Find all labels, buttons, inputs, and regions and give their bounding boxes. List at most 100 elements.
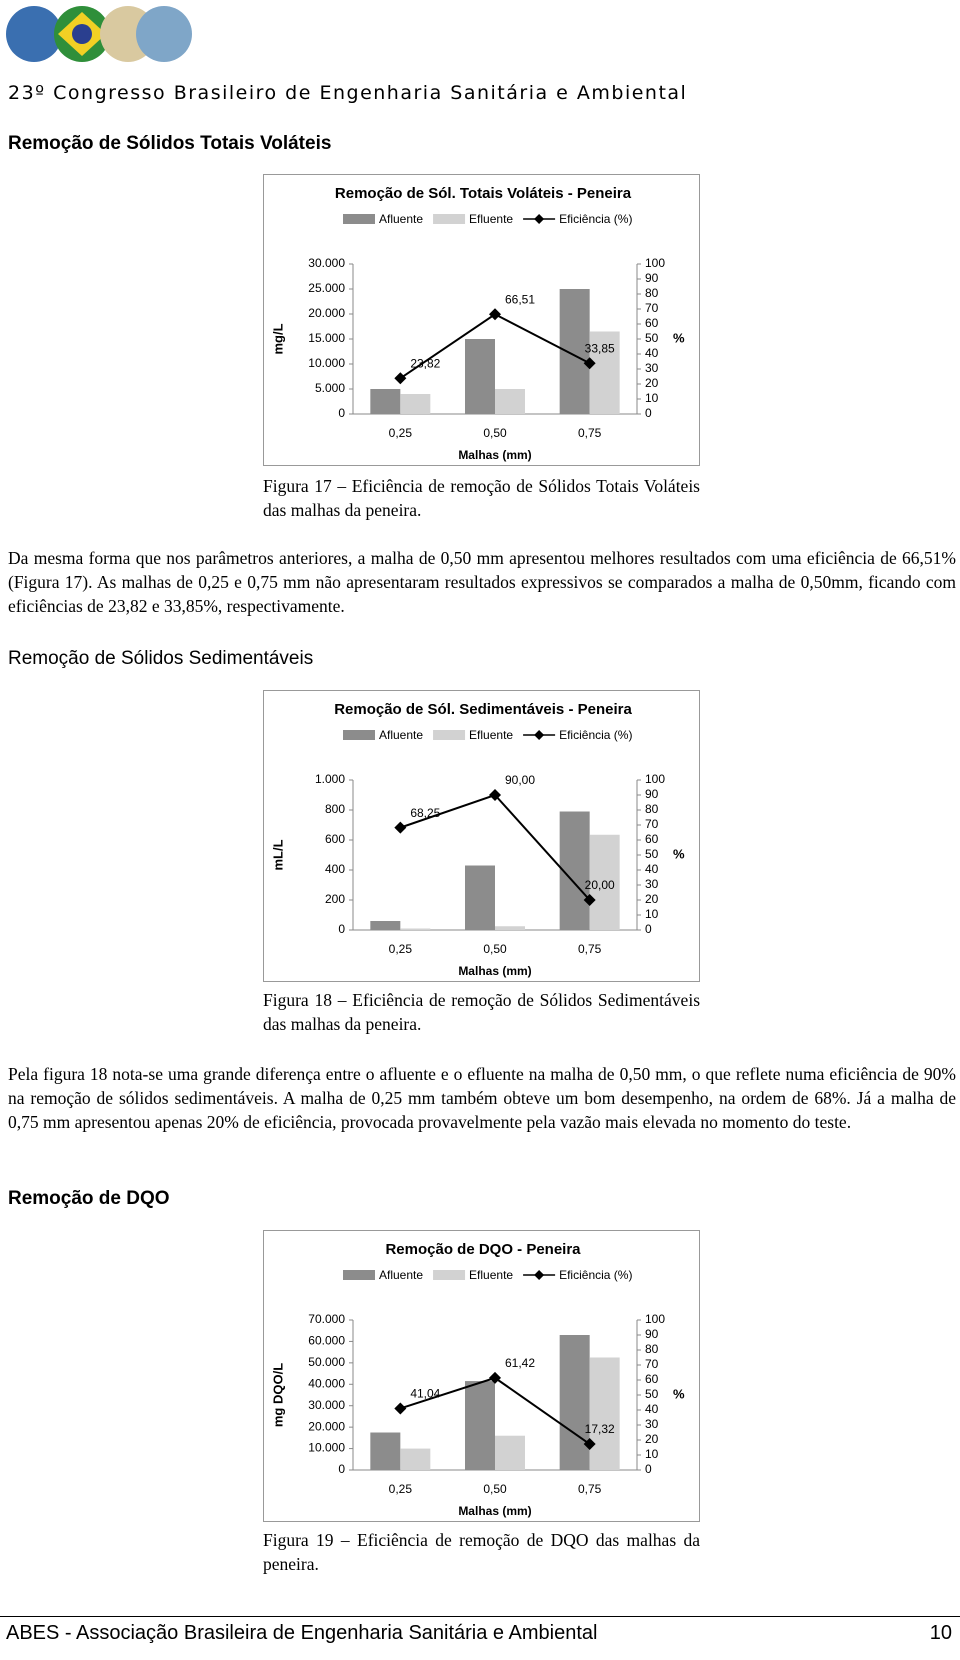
y2-tick-label: 10 bbox=[645, 391, 659, 405]
legend-swatch bbox=[534, 214, 545, 224]
y-tick-label: 0 bbox=[338, 922, 345, 936]
section-heading: Remoção de DQO bbox=[8, 1188, 170, 1209]
y-tick-label: 15.000 bbox=[308, 331, 345, 345]
y-tick-label: 200 bbox=[325, 892, 345, 906]
bar bbox=[465, 1381, 495, 1470]
x-tick-label: 0,75 bbox=[578, 942, 602, 956]
y-tick-label: 60.000 bbox=[308, 1334, 345, 1348]
y-tick-label: 30.000 bbox=[308, 256, 345, 270]
data-label: 66,51 bbox=[505, 292, 535, 306]
y-tick-label: 600 bbox=[325, 832, 345, 846]
y-axis-label: mg DQO/L bbox=[270, 1363, 285, 1427]
data-label: 20,00 bbox=[585, 878, 615, 892]
legend-label: Efluente bbox=[469, 728, 513, 742]
bar bbox=[495, 1435, 525, 1470]
efficiency-marker bbox=[394, 1402, 407, 1415]
y-tick-label: 20.000 bbox=[308, 306, 345, 320]
bar bbox=[465, 865, 495, 930]
logo bbox=[6, 6, 192, 62]
y2-tick-label: 100 bbox=[645, 256, 665, 270]
bar bbox=[370, 389, 401, 414]
y2-tick-label: 70 bbox=[645, 301, 659, 315]
y2-tick-label: 70 bbox=[645, 817, 659, 831]
x-tick-label: 0,50 bbox=[483, 426, 507, 440]
bar bbox=[559, 289, 590, 414]
y-axis-label: mg/L bbox=[270, 323, 285, 354]
x-tick-label: 0,25 bbox=[389, 426, 413, 440]
data-label: 68,25 bbox=[410, 806, 440, 820]
bar bbox=[589, 331, 620, 414]
y2-tick-label: 80 bbox=[645, 802, 659, 816]
efficiency-marker bbox=[583, 894, 596, 906]
y2-tick-label: 40 bbox=[645, 346, 659, 360]
y2-tick-label: 30 bbox=[645, 361, 659, 375]
chart-title: Remoção de DQO - Peneira bbox=[385, 1241, 581, 1258]
chart-title: Remoção de Sól. Sedimentáveis - Peneira bbox=[334, 701, 632, 718]
chart-frame bbox=[263, 690, 700, 982]
efficiency-marker bbox=[489, 789, 501, 801]
legend-label: Eficiência (%) bbox=[559, 728, 632, 742]
y2-tick-label: 10 bbox=[645, 907, 659, 921]
footer-text: ABES - Associação Brasileira de Engenhar… bbox=[6, 1622, 598, 1644]
y-tick-label: 800 bbox=[325, 802, 345, 816]
y-tick-label: 25.000 bbox=[308, 281, 345, 295]
y-tick-label: 5.000 bbox=[315, 381, 345, 395]
figure-caption: Figura 18 – Eficiência de remoção de Sól… bbox=[263, 990, 700, 1034]
y2-tick-label: 60 bbox=[645, 1372, 659, 1386]
legend-swatch bbox=[433, 1270, 466, 1280]
paragraph: Pela figura 18 nota-se uma grande difere… bbox=[8, 1064, 956, 1132]
bar bbox=[370, 1432, 401, 1470]
y-tick-label: 0 bbox=[338, 1462, 345, 1476]
y2-axis-label: % bbox=[673, 1386, 685, 1401]
y2-tick-label: 70 bbox=[645, 1357, 659, 1371]
y2-tick-label: 50 bbox=[645, 847, 659, 861]
section-heading: Remoção de Sólidos Sedimentáveis bbox=[8, 648, 314, 669]
data-label: 33,85 bbox=[585, 341, 615, 355]
efficiency-marker bbox=[583, 1438, 596, 1451]
y-tick-label: 40.000 bbox=[308, 1376, 345, 1390]
x-axis-label: Malhas (mm) bbox=[458, 448, 531, 462]
logo-globe bbox=[6, 6, 62, 62]
y2-tick-label: 80 bbox=[645, 286, 659, 300]
y2-tick-label: 20 bbox=[645, 892, 659, 906]
legend-swatch bbox=[343, 1270, 375, 1280]
data-label: 61,42 bbox=[505, 1356, 535, 1370]
bar bbox=[370, 921, 401, 930]
y2-axis-label: % bbox=[673, 330, 685, 345]
legend-label: Eficiência (%) bbox=[559, 212, 632, 226]
page-number: 10 bbox=[929, 1622, 952, 1644]
x-tick-label: 0,75 bbox=[578, 1482, 602, 1496]
data-label: 90,00 bbox=[505, 773, 535, 787]
y2-axis-label: % bbox=[673, 846, 685, 861]
y2-tick-label: 90 bbox=[645, 271, 659, 285]
legend-label: Efluente bbox=[469, 1268, 513, 1282]
y-tick-label: 1.000 bbox=[315, 772, 345, 786]
x-axis-label: Malhas (mm) bbox=[458, 1504, 531, 1518]
chart-title: Remoção de Sól. Totais Voláteis - Peneir… bbox=[335, 185, 632, 202]
y-tick-label: 10.000 bbox=[308, 356, 345, 370]
y2-tick-label: 10 bbox=[645, 1447, 659, 1461]
logo-center bbox=[72, 24, 92, 44]
y2-tick-label: 0 bbox=[645, 406, 652, 420]
efficiency-marker bbox=[583, 357, 596, 370]
bar bbox=[589, 1357, 620, 1470]
x-tick-label: 0,25 bbox=[389, 1482, 413, 1496]
legend-label: Efluente bbox=[469, 212, 513, 226]
legend-swatch bbox=[433, 730, 466, 740]
y2-tick-label: 20 bbox=[645, 376, 659, 390]
data-label: 23,82 bbox=[410, 356, 440, 370]
y2-tick-label: 0 bbox=[645, 1462, 652, 1476]
y2-tick-label: 50 bbox=[645, 1387, 659, 1401]
legend-swatch bbox=[343, 730, 375, 740]
data-label: 17,32 bbox=[585, 1422, 615, 1436]
x-tick-label: 0,25 bbox=[389, 942, 413, 956]
y-tick-label: 0 bbox=[338, 406, 345, 420]
footer-rule bbox=[0, 1616, 960, 1617]
paragraph: Da mesma forma que nos parâmetros anteri… bbox=[8, 548, 956, 616]
y2-tick-label: 30 bbox=[645, 877, 659, 891]
y-tick-label: 30.000 bbox=[308, 1398, 345, 1412]
y-tick-label: 20.000 bbox=[308, 1419, 345, 1433]
y2-tick-label: 90 bbox=[645, 787, 659, 801]
efficiency-marker bbox=[394, 821, 407, 834]
